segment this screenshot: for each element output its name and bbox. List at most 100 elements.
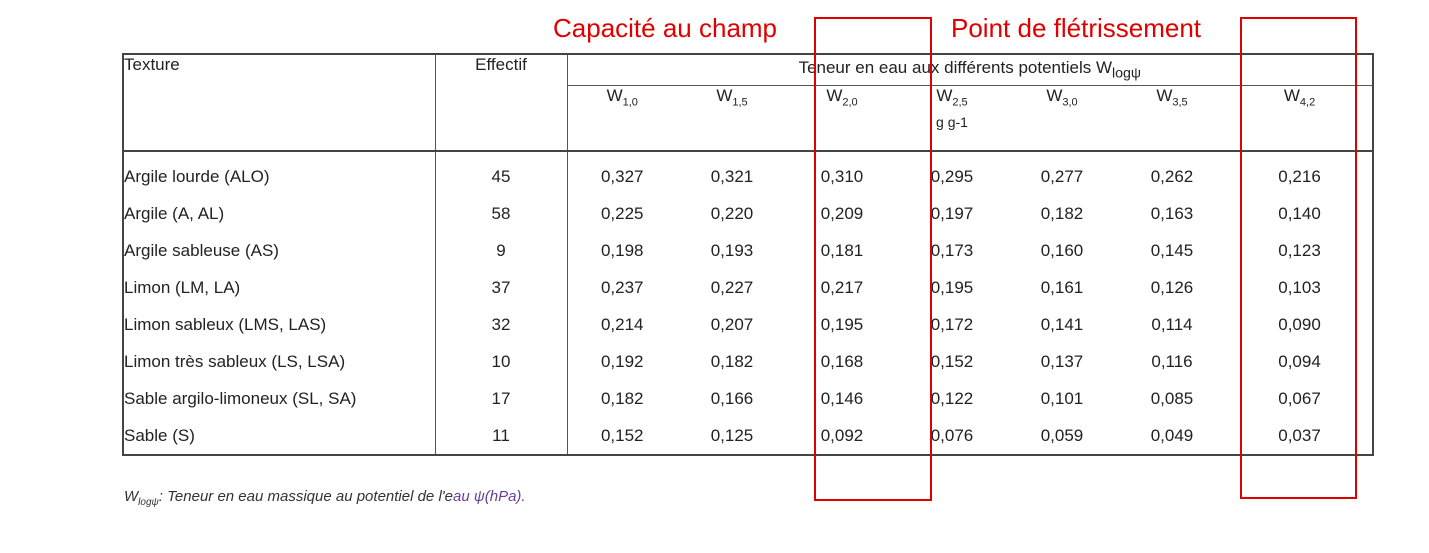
cell-value: 0,237 bbox=[600, 277, 644, 297]
table-row: Argile (A, AL) 58 0,225 0,220 0,209 0,197 0,18… bbox=[123, 195, 1373, 232]
header-w-col: W1,0 bbox=[567, 85, 677, 152]
cell-value: 0,192 bbox=[600, 351, 644, 371]
cell-effectif: 17 bbox=[435, 380, 568, 417]
cell-value: 0,085 bbox=[1150, 388, 1194, 408]
capacity-highlight-box bbox=[814, 17, 932, 501]
cell-value: 0,310 bbox=[820, 166, 864, 186]
water-content-table: Texture Effectif Teneur en eau aux diffé… bbox=[122, 53, 1375, 456]
cell-value: 0,182 bbox=[600, 388, 644, 408]
cell-value: 0,195 bbox=[930, 277, 974, 297]
header-w-base: W bbox=[826, 86, 843, 105]
header-w-col: W1,5 bbox=[677, 85, 787, 152]
header-w-base: W bbox=[716, 86, 733, 105]
header-group-sub: logψ bbox=[1112, 65, 1141, 82]
header-w-base: W bbox=[936, 86, 953, 105]
cell-texture: Sable (S) bbox=[123, 417, 436, 455]
header-w-sub: 2,0 bbox=[842, 96, 858, 109]
cell-value: 0,166 bbox=[710, 388, 754, 408]
cell-value: 0,092 bbox=[820, 425, 864, 445]
cell-texture: Limon (LM, LA) bbox=[123, 269, 436, 306]
cell-texture: Argile sableuse (AS) bbox=[123, 232, 436, 269]
cell-value: 0,295 bbox=[930, 166, 974, 186]
cell-texture: Limon sableux (LMS, LAS) bbox=[123, 306, 436, 343]
header-w-sub: 2,5 bbox=[952, 96, 968, 109]
cell-value: 0,122 bbox=[930, 388, 974, 408]
header-w-sub: 1,0 bbox=[622, 96, 638, 109]
cell-effectif: 9 bbox=[435, 232, 568, 269]
footnote-symbol: W bbox=[124, 488, 139, 505]
header-w-col: W2,5 g g-1 bbox=[897, 85, 1007, 152]
header-w-col: W3,0 bbox=[1007, 85, 1117, 152]
cell-value: 0,141 bbox=[1040, 314, 1084, 334]
table-row: Limon sableux (LMS, LAS) 32 0,214 0,207 0,19… bbox=[123, 306, 1373, 343]
cell-value: 0,182 bbox=[1040, 203, 1084, 223]
table-row: Argile sableuse (AS) 9 0,198 0,193 0,181 0,17… bbox=[123, 232, 1373, 269]
cell-texture: Sable argilo-limoneux (SL, SA) bbox=[123, 380, 436, 417]
cell-effectif: 45 bbox=[435, 151, 568, 195]
header-w-col: W4,2 bbox=[1227, 85, 1374, 152]
header-w-base: W bbox=[606, 86, 623, 105]
cell-value: 0,037 bbox=[1278, 425, 1321, 445]
wilting-annotation-label: Point de flétrissement bbox=[951, 13, 1202, 43]
header-w-base: W bbox=[1046, 86, 1063, 105]
table-row: Limon très sableux (LS, LSA) 10 0,192 0,182… bbox=[123, 343, 1373, 380]
cell-value: 0,090 bbox=[1278, 314, 1321, 334]
cell-value: 0,145 bbox=[1150, 240, 1194, 260]
cell-value: 0,193 bbox=[710, 240, 754, 260]
table-row: Sable (S) 11 0,152 0,125 0,092 0,076 0,059 0,04… bbox=[123, 417, 1373, 455]
cell-effectif: 11 bbox=[435, 417, 568, 455]
cell-value: 0,049 bbox=[1150, 425, 1194, 445]
cell-value: 0,152 bbox=[600, 425, 644, 445]
cell-value: 0,172 bbox=[930, 314, 974, 334]
cell-value: 0,103 bbox=[1278, 277, 1321, 297]
wilting-highlight-box bbox=[1240, 17, 1357, 499]
header-effectif: Effectif bbox=[435, 54, 568, 152]
table-row: Limon (LM, LA) 37 0,237 0,227 0,217 0,195 0,16… bbox=[123, 269, 1373, 306]
cell-value: 0,146 bbox=[820, 388, 864, 408]
header-w-sub: 1,5 bbox=[732, 96, 748, 109]
cell-value: 0,163 bbox=[1150, 203, 1194, 223]
header-group: Teneur en eau aux différents potentiels … bbox=[567, 54, 1374, 86]
cell-value: 0,225 bbox=[600, 203, 644, 223]
footnote: Wlogψ: Teneur en eau massique au potenti… bbox=[124, 488, 526, 508]
header-w-sub: 3,0 bbox=[1062, 96, 1078, 109]
cell-value: 0,059 bbox=[1040, 425, 1084, 445]
cell-value: 0,076 bbox=[930, 425, 974, 445]
cell-value: 0,126 bbox=[1150, 277, 1194, 297]
cell-value: 0,214 bbox=[600, 314, 644, 334]
cell-value: 0,216 bbox=[1278, 166, 1321, 186]
table-row: Sable argilo-limoneux (SL, SA) 17 0,182 0,1… bbox=[123, 380, 1373, 417]
cell-value: 0,101 bbox=[1040, 388, 1084, 408]
cell-value: 0,123 bbox=[1278, 240, 1321, 260]
cell-value: 0,227 bbox=[710, 277, 754, 297]
cell-value: 0,181 bbox=[820, 240, 864, 260]
footnote-purple-text: au ψ(hPa). bbox=[452, 488, 526, 505]
cell-value: 0,321 bbox=[710, 166, 754, 186]
cell-texture: Argile lourde (ALO) bbox=[123, 151, 436, 195]
cell-effectif: 10 bbox=[435, 343, 568, 380]
cell-value: 0,125 bbox=[710, 425, 754, 445]
cell-value: 0,262 bbox=[1150, 166, 1194, 186]
cell-value: 0,182 bbox=[710, 351, 754, 371]
header-group-text: Teneur en eau aux différents potentiels … bbox=[798, 58, 1112, 78]
cell-value: 0,168 bbox=[820, 351, 864, 371]
capacity-annotation-label: Capacité au champ bbox=[553, 13, 778, 43]
cell-value: 0,220 bbox=[710, 203, 754, 223]
header-w-sub: 3,5 bbox=[1172, 96, 1188, 109]
cell-value: 0,173 bbox=[930, 240, 974, 260]
header-texture: Texture bbox=[123, 54, 436, 152]
cell-texture: Limon très sableux (LS, LSA) bbox=[123, 343, 436, 380]
cell-value: 0,152 bbox=[930, 351, 974, 371]
header-w-base: W bbox=[1283, 86, 1300, 105]
cell-value: 0,161 bbox=[1040, 277, 1084, 297]
cell-value: 0,067 bbox=[1278, 388, 1321, 408]
cell-value: 0,198 bbox=[600, 240, 644, 260]
cell-effectif: 37 bbox=[435, 269, 568, 306]
cell-value: 0,209 bbox=[820, 203, 864, 223]
cell-value: 0,277 bbox=[1040, 166, 1084, 186]
table-row: Argile lourde (ALO) 45 0,327 0,321 0,310 0,29… bbox=[123, 151, 1373, 195]
header-unit: g g-1 bbox=[936, 114, 968, 131]
header-w-col: W2,0 bbox=[787, 85, 897, 152]
header-w-base: W bbox=[1156, 86, 1173, 105]
cell-value: 0,116 bbox=[1151, 351, 1193, 371]
